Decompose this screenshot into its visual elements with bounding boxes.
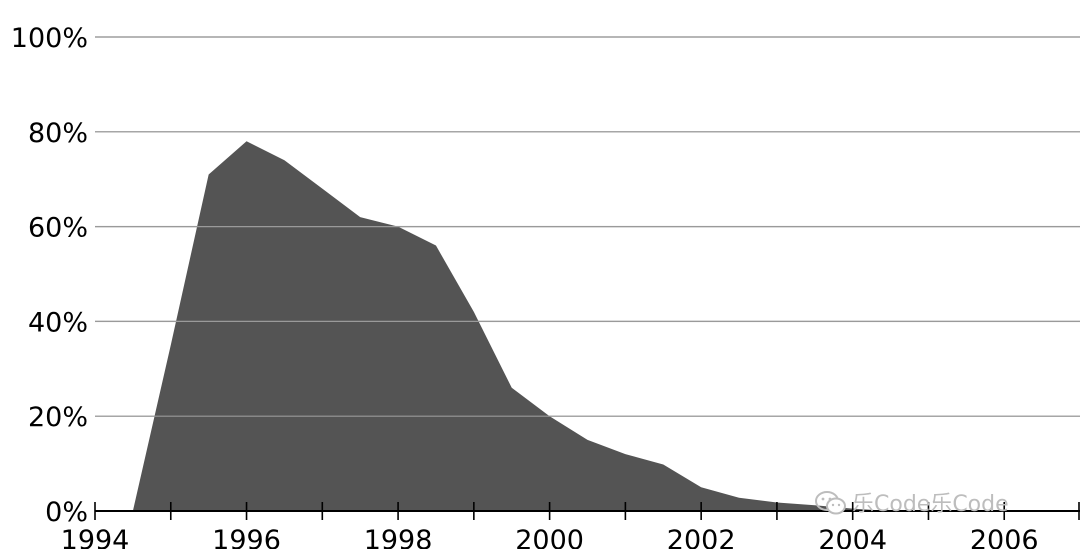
x-tick-label: 1996 bbox=[212, 525, 281, 549]
x-axis bbox=[94, 502, 1080, 520]
y-tick-label: 40% bbox=[28, 307, 88, 338]
y-tick-label: 20% bbox=[28, 402, 88, 433]
x-tick-label: 2004 bbox=[818, 525, 887, 549]
y-tick-label: 60% bbox=[28, 213, 88, 244]
watermark: 乐Code乐Code bbox=[814, 486, 1009, 518]
x-tick-label: 2000 bbox=[515, 525, 584, 549]
x-axis-labels: 1994 1996 1998 2000 2002 2004 2006 bbox=[61, 525, 1039, 549]
area-series bbox=[132, 141, 891, 511]
wechat-icon bbox=[815, 491, 846, 515]
watermark-text: 乐Code乐Code bbox=[852, 492, 1009, 517]
x-tick-label: 1994 bbox=[61, 525, 130, 549]
x-tick-label: 1998 bbox=[364, 525, 433, 549]
x-tick-label: 2006 bbox=[970, 525, 1039, 549]
y-tick-label: 100% bbox=[11, 23, 88, 54]
y-axis-labels: 0% 20% 40% 60% 80% 100% bbox=[11, 23, 88, 528]
x-tick-label: 2002 bbox=[667, 525, 736, 549]
y-tick-label: 0% bbox=[45, 497, 88, 528]
y-tick-label: 80% bbox=[28, 118, 88, 149]
